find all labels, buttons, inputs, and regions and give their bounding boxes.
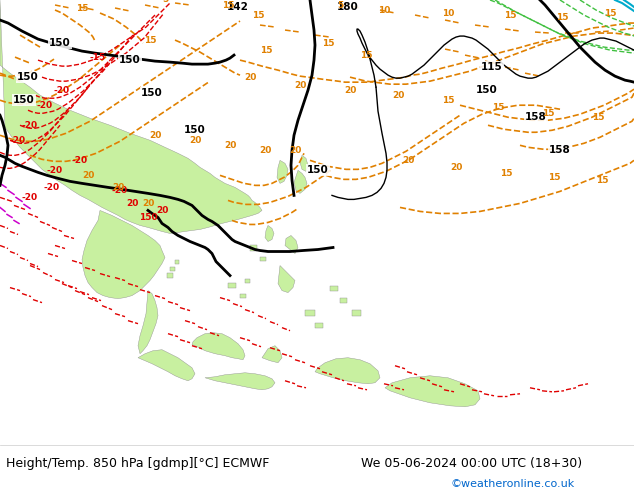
Text: 20: 20 — [244, 73, 256, 82]
Text: 15: 15 — [492, 103, 504, 112]
Polygon shape — [138, 291, 158, 354]
Polygon shape — [277, 160, 288, 183]
Text: 20: 20 — [392, 91, 404, 99]
Text: 15: 15 — [260, 46, 272, 54]
Text: Height/Temp. 850 hPa [gdmp][°C] ECMWF: Height/Temp. 850 hPa [gdmp][°C] ECMWF — [6, 457, 269, 469]
Polygon shape — [245, 278, 250, 283]
Polygon shape — [315, 322, 323, 328]
Text: 15: 15 — [604, 8, 616, 18]
Polygon shape — [228, 283, 236, 288]
Text: 20: 20 — [156, 206, 168, 215]
Text: 150: 150 — [17, 72, 39, 82]
Text: 5: 5 — [337, 0, 343, 9]
Text: -20: -20 — [44, 183, 60, 192]
Text: 20: 20 — [224, 141, 236, 150]
Text: 15: 15 — [222, 0, 234, 9]
Text: -20: -20 — [47, 166, 63, 175]
Text: 15: 15 — [548, 173, 560, 182]
Text: 15: 15 — [442, 96, 454, 105]
Text: 142: 142 — [227, 2, 249, 12]
Text: 15: 15 — [144, 36, 156, 45]
Text: 158: 158 — [549, 146, 571, 155]
Polygon shape — [205, 373, 275, 390]
Text: 15: 15 — [556, 13, 568, 22]
Polygon shape — [278, 266, 295, 293]
Polygon shape — [170, 267, 175, 270]
Text: 20: 20 — [142, 199, 154, 208]
Text: 15: 15 — [500, 169, 512, 178]
Polygon shape — [300, 155, 308, 172]
Text: 158: 158 — [525, 112, 547, 122]
Text: 20: 20 — [344, 86, 356, 95]
Text: 20: 20 — [126, 199, 138, 208]
Text: 20: 20 — [294, 81, 306, 90]
Polygon shape — [305, 310, 315, 316]
Text: 20: 20 — [82, 171, 94, 180]
Text: 150: 150 — [307, 165, 329, 175]
Polygon shape — [250, 245, 257, 250]
Polygon shape — [240, 294, 246, 297]
Polygon shape — [167, 272, 173, 277]
Text: 20: 20 — [450, 163, 462, 172]
Text: 115: 115 — [481, 62, 503, 72]
Text: 10: 10 — [442, 8, 454, 18]
Text: 20: 20 — [149, 131, 161, 140]
Text: 15: 15 — [592, 113, 604, 122]
Text: 10: 10 — [378, 5, 390, 15]
Text: 15: 15 — [504, 10, 516, 20]
Polygon shape — [262, 346, 282, 363]
Polygon shape — [352, 310, 361, 316]
Text: -20: -20 — [112, 186, 128, 195]
Text: 150: 150 — [13, 95, 35, 105]
Polygon shape — [82, 210, 165, 298]
Text: -20: -20 — [54, 86, 70, 95]
Text: -20: -20 — [72, 156, 88, 165]
Text: 20: 20 — [112, 183, 124, 192]
Text: 15: 15 — [321, 39, 334, 48]
Polygon shape — [385, 376, 480, 407]
Text: -20: -20 — [10, 136, 26, 145]
Text: 20: 20 — [189, 136, 201, 145]
Text: 150: 150 — [49, 38, 71, 48]
Polygon shape — [138, 350, 195, 381]
Polygon shape — [260, 257, 266, 261]
Text: -20: -20 — [37, 101, 53, 110]
Text: 20: 20 — [259, 146, 271, 155]
Polygon shape — [294, 171, 307, 194]
Text: 150: 150 — [184, 125, 206, 135]
Text: 20: 20 — [402, 156, 414, 165]
Polygon shape — [0, 0, 262, 233]
Text: 150: 150 — [141, 88, 163, 98]
Polygon shape — [265, 225, 274, 242]
Text: 5: 5 — [162, 0, 168, 4]
Text: 150: 150 — [119, 55, 141, 65]
Text: 15: 15 — [541, 109, 554, 118]
Text: ©weatheronline.co.uk: ©weatheronline.co.uk — [450, 479, 574, 489]
Text: -15: -15 — [90, 52, 106, 62]
Text: 15: 15 — [252, 10, 264, 20]
Text: 15: 15 — [596, 176, 608, 185]
Text: We 05-06-2024 00:00 UTC (18+30): We 05-06-2024 00:00 UTC (18+30) — [361, 457, 583, 469]
Polygon shape — [315, 358, 380, 384]
Text: 20: 20 — [289, 146, 301, 155]
Polygon shape — [285, 236, 298, 253]
Text: 150: 150 — [139, 213, 157, 222]
Polygon shape — [330, 286, 338, 291]
Text: 15: 15 — [75, 3, 88, 13]
Polygon shape — [175, 260, 179, 264]
Text: -20: -20 — [22, 193, 38, 202]
Text: 150: 150 — [476, 85, 498, 95]
Polygon shape — [340, 297, 347, 303]
Text: -20: -20 — [22, 121, 38, 130]
Text: 15: 15 — [359, 50, 372, 60]
Text: 180: 180 — [337, 2, 359, 12]
Polygon shape — [192, 333, 245, 360]
